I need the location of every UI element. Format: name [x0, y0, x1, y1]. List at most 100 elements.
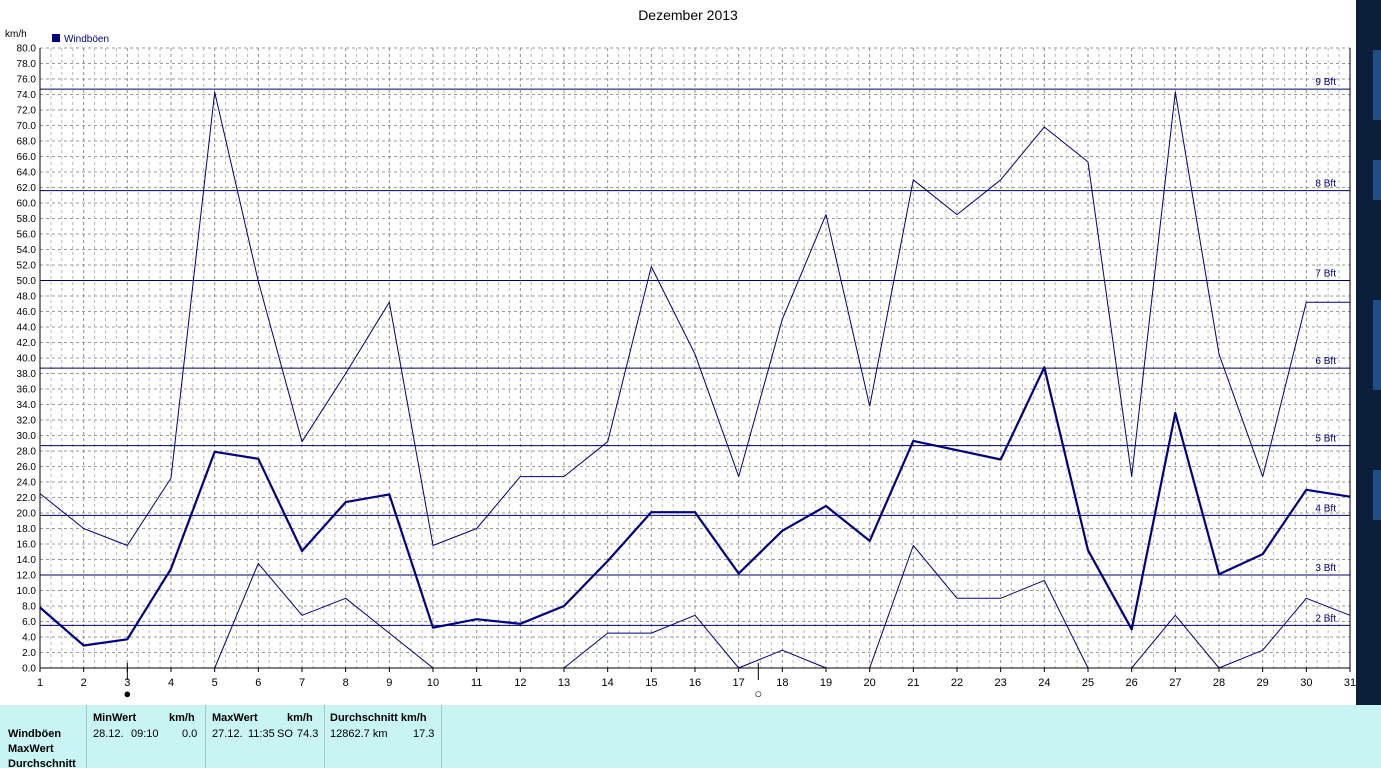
x-tick-label: 1 — [37, 677, 43, 689]
x-tick-label: 9 — [386, 677, 392, 689]
series-line-avg — [39, 366, 1351, 647]
max-unit: km/h — [287, 712, 313, 724]
x-tick-label: 27 — [1169, 677, 1181, 689]
beaufort-label: 8 Bft — [1315, 179, 1336, 190]
beaufort-label: 3 Bft — [1315, 563, 1336, 574]
legend-swatch — [52, 34, 60, 42]
y-tick-label: 70.0 — [17, 121, 37, 132]
stats-min-column: MinWert km/h 28.12. 09:10 0.0 — [87, 705, 206, 768]
y-tick-label: 54.0 — [17, 245, 37, 256]
y-tick-label: 4.0 — [22, 633, 36, 644]
y-tick-label: 50.0 — [17, 276, 37, 287]
max-value: 74.3 — [297, 728, 319, 740]
x-tick-label: 14 — [602, 677, 614, 689]
moon-new-icon: ● — [123, 686, 131, 701]
y-tick-label: 12.0 — [17, 571, 37, 582]
x-tick-label: 13 — [558, 677, 570, 689]
y-tick-label: 46.0 — [17, 307, 37, 318]
beaufort-label: 5 Bft — [1315, 434, 1336, 445]
legend-label: Windböen — [64, 34, 109, 45]
y-tick-label: 30.0 — [17, 431, 37, 442]
y-tick-label: 60.0 — [17, 199, 37, 210]
row-label-durchschnitt: Durchschnitt — [8, 758, 76, 770]
y-tick-label: 10.0 — [17, 586, 37, 597]
y-tick-label: 34.0 — [17, 400, 37, 411]
x-tick-label: 4 — [168, 677, 174, 689]
y-tick-label: 44.0 — [17, 323, 37, 334]
x-tick-label: 25 — [1082, 677, 1094, 689]
avg-header: Durchschnitt km/h — [330, 712, 427, 724]
y-tick-label: 40.0 — [17, 354, 37, 365]
y-tick-label: 62.0 — [17, 183, 37, 194]
row-label-windboeen: Windböen — [8, 728, 62, 740]
beaufort-lines: 2 Bft 3 Bft 4 Bft 5 Bft 6 Bft 7 Bft 8 Bft 9 Bft — [40, 77, 1350, 626]
y-tick-label: 68.0 — [17, 137, 37, 148]
x-tick-label: 7 — [299, 677, 305, 689]
stats-row-labels: Windböen MaxWert Durchschnitt — [0, 705, 87, 770]
y-tick-label: 18.0 — [17, 524, 37, 535]
x-tick-label: 11 — [471, 677, 482, 689]
x-tick-label: 2 — [81, 677, 87, 689]
series-line-max — [39, 91, 1350, 546]
y-tick-label: 66.0 — [17, 152, 37, 163]
max-date: 27.12. — [212, 728, 243, 740]
x-tick-label: 17 — [733, 677, 745, 689]
y-tick-label: 20.0 — [17, 509, 37, 520]
y-tick-label: 36.0 — [17, 385, 37, 396]
beaufort-label: 7 Bft — [1315, 269, 1336, 280]
max-direction: SO — [277, 728, 293, 740]
wind-chart: Dezember 2013 km/h Windböen 2 Bft 3 Bft 4 … — [5, 7, 1356, 701]
beaufort-label: 2 Bft — [1315, 613, 1336, 624]
min-value: 0.0 — [182, 728, 198, 740]
y-tick-label: 22.0 — [17, 493, 37, 504]
moon-full-icon: ○ — [754, 686, 762, 701]
y-tick-label: 8.0 — [22, 602, 36, 613]
y-tick-label: 42.0 — [17, 338, 37, 349]
max-header: MaxWert — [212, 712, 258, 724]
x-tick-label: 6 — [255, 677, 261, 689]
y-tick-label: 72.0 — [17, 106, 37, 117]
y-tick-label: 16.0 — [17, 540, 37, 551]
x-tick-label: 26 — [1126, 677, 1138, 689]
x-tick-label: 30 — [1300, 677, 1312, 689]
y-tick-label: 32.0 — [17, 416, 37, 427]
x-tick-label: 15 — [645, 677, 657, 689]
x-tick-label: 29 — [1257, 677, 1269, 689]
y-tick-label: 6.0 — [22, 617, 36, 628]
x-tick-label: 24 — [1038, 677, 1050, 689]
chart-axes: 0.02.04.06.08.010.012.014.016.018.020.02… — [17, 44, 1356, 690]
x-tick-label: 3 — [124, 677, 130, 689]
chart-title: Dezember 2013 — [638, 7, 738, 23]
moon-phases: ● ○ — [123, 663, 762, 701]
x-tick-label: 8 — [343, 677, 349, 689]
beaufort-label: 6 Bft — [1315, 356, 1336, 367]
y-tick-label: 64.0 — [17, 168, 37, 179]
x-tick-label: 16 — [689, 677, 701, 689]
x-tick-label: 20 — [864, 677, 876, 689]
x-tick-label: 23 — [995, 677, 1007, 689]
y-tick-label: 80.0 — [17, 44, 37, 55]
y-tick-label: 78.0 — [17, 59, 37, 70]
x-tick-label: 31 — [1344, 677, 1356, 689]
window-edge — [1356, 0, 1381, 705]
y-tick-label: 0.0 — [22, 664, 36, 675]
y-tick-label: 28.0 — [17, 447, 37, 458]
avg-value: 17.3 — [413, 728, 435, 740]
min-unit: km/h — [169, 712, 195, 724]
y-axis-unit: km/h — [5, 29, 27, 40]
y-tick-label: 14.0 — [17, 555, 37, 566]
y-tick-label: 58.0 — [17, 214, 37, 225]
x-tick-label: 19 — [820, 677, 832, 689]
min-header: MinWert — [93, 712, 137, 724]
stats-panel: Windböen MaxWert Durchschnitt MinWert km… — [0, 705, 1381, 770]
y-tick-label: 56.0 — [17, 230, 37, 241]
y-tick-label: 38.0 — [17, 369, 37, 380]
x-tick-label: 10 — [427, 677, 439, 689]
min-date: 28.12. — [93, 728, 124, 740]
x-tick-label: 21 — [907, 677, 919, 689]
y-tick-label: 48.0 — [17, 292, 37, 303]
x-tick-label: 22 — [951, 677, 963, 689]
x-tick-label: 18 — [776, 677, 788, 689]
y-tick-label: 24.0 — [17, 478, 37, 489]
stats-avg-column: Durchschnitt km/h 12862.7 km 17.3 — [325, 705, 442, 768]
